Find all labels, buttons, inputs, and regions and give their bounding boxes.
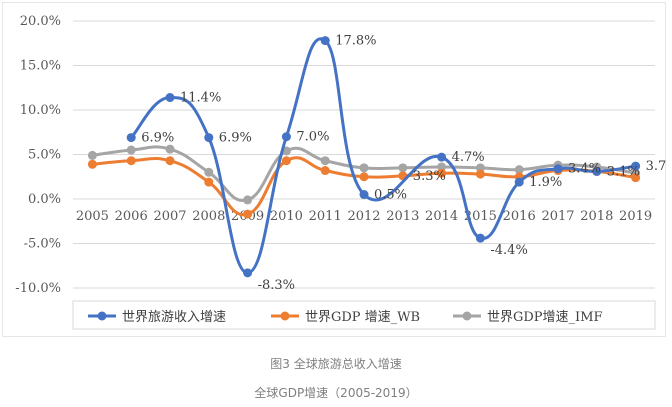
series-line: [129, 37, 638, 275]
series-point: [126, 133, 136, 143]
legend-swatch-marker: [280, 311, 290, 321]
legend-label: 世界GDP 增速_WB: [305, 310, 420, 325]
series-point: [437, 152, 447, 162]
series-lines: [87, 36, 641, 278]
data-label: 4.7%: [452, 150, 485, 165]
chart-frame: 20.0% 15.0% 10.0% 5.0% 0.0% -5.0% -10.0% 2005 20…: [2, 2, 667, 337]
legend: 世界旅游收入增速 世界GDP 增速_WB 世界GDP增速_IMF: [72, 300, 656, 330]
series-point: [553, 164, 563, 174]
y-tick-label: -10.0%: [15, 281, 61, 296]
series-point: [514, 177, 524, 187]
series-point: [281, 156, 291, 166]
axis-labels: 20.0% 15.0% 10.0% 5.0% 0.0% -5.0% -10.0% 2005 20…: [15, 14, 652, 296]
x-tick-label: 2018: [580, 209, 613, 224]
series-point: [320, 166, 330, 176]
data-label: 17.8%: [335, 34, 376, 49]
series-point: [359, 190, 369, 200]
x-tick-label: 2016: [503, 209, 536, 224]
series-point: [359, 163, 369, 173]
series-point: [631, 161, 641, 171]
series-point: [165, 93, 175, 103]
data-label: 3.7%: [646, 159, 667, 174]
x-tick-label: 2012: [347, 209, 380, 224]
data-label: 3.4%: [568, 162, 601, 177]
x-tick-label: 2011: [309, 209, 342, 224]
x-tick-label: 2006: [115, 209, 148, 224]
x-tick-label: 2013: [386, 209, 419, 224]
x-tick-label: 2007: [153, 209, 186, 224]
series-point: [398, 163, 408, 173]
gridlines: [73, 20, 655, 289]
series-point: [204, 133, 214, 143]
data-label: -8.3%: [258, 278, 295, 293]
data-label: 3.1%: [607, 164, 640, 179]
x-tick-label: 2005: [76, 209, 109, 224]
data-label: -4.4%: [490, 243, 527, 258]
data-label: 0.5%: [374, 188, 407, 203]
data-label: 7.0%: [296, 130, 329, 145]
series-point: [437, 162, 447, 172]
series-point: [243, 195, 253, 205]
x-tick-label: 2010: [270, 209, 303, 224]
series-point: [204, 167, 214, 177]
data-label: 11.4%: [180, 91, 221, 106]
series-point: [631, 173, 641, 183]
series-point: [165, 156, 175, 166]
data-label: 3.3%: [413, 169, 446, 184]
series-point: [437, 168, 447, 178]
data-label: 6.9%: [219, 131, 252, 146]
y-tick-label: 5.0%: [28, 148, 61, 163]
x-tick-label: 2017: [541, 209, 574, 224]
series-point: [320, 156, 330, 166]
series-point: [126, 145, 136, 155]
series-point: [475, 233, 485, 243]
figure-subcaption: 全球GDP增速（2005-2019）: [254, 386, 418, 400]
series-point: [359, 172, 369, 182]
data-labels: 6.9% 11.4% 6.9% -8.3% 7.0% 17.8% 0.5% 4.7% -4.4%…: [141, 34, 667, 293]
series-point: [165, 144, 175, 154]
series-point: [320, 36, 330, 46]
line-chart: 20.0% 15.0% 10.0% 5.0% 0.0% -5.0% -10.0% 2005 20…: [15, 14, 667, 330]
series-point: [475, 169, 485, 179]
legend-box: [72, 300, 656, 330]
legend-label: 世界旅游收入增速: [122, 310, 226, 325]
series-point: [204, 177, 214, 187]
series-point: [243, 268, 253, 278]
figure-caption: 图3 全球旅游总收入增速: [270, 357, 402, 371]
x-tick-label: 2014: [425, 209, 458, 224]
legend-swatch-marker: [462, 311, 472, 321]
x-tick-label: 2008: [192, 209, 225, 224]
x-tick-label: 2019: [619, 209, 652, 224]
series-point: [87, 150, 97, 160]
legend-swatch-marker: [97, 311, 107, 321]
series-point: [514, 165, 524, 175]
legend-label: 世界GDP增速_IMF: [487, 310, 603, 325]
data-label: 6.9%: [141, 131, 174, 146]
series-point: [126, 156, 136, 166]
x-tick-label: 2015: [464, 209, 497, 224]
series-point: [592, 166, 602, 176]
series-point: [87, 159, 97, 169]
y-tick-label: 0.0%: [28, 192, 61, 207]
y-tick-label: 15.0%: [20, 59, 61, 74]
series-point: [475, 163, 485, 173]
series-point: [243, 209, 253, 219]
data-label: 1.9%: [529, 175, 562, 190]
y-tick-label: 20.0%: [20, 14, 61, 29]
series-point: [281, 132, 291, 142]
y-tick-label: 10.0%: [20, 103, 61, 118]
y-tick-label: -5.0%: [24, 237, 61, 252]
